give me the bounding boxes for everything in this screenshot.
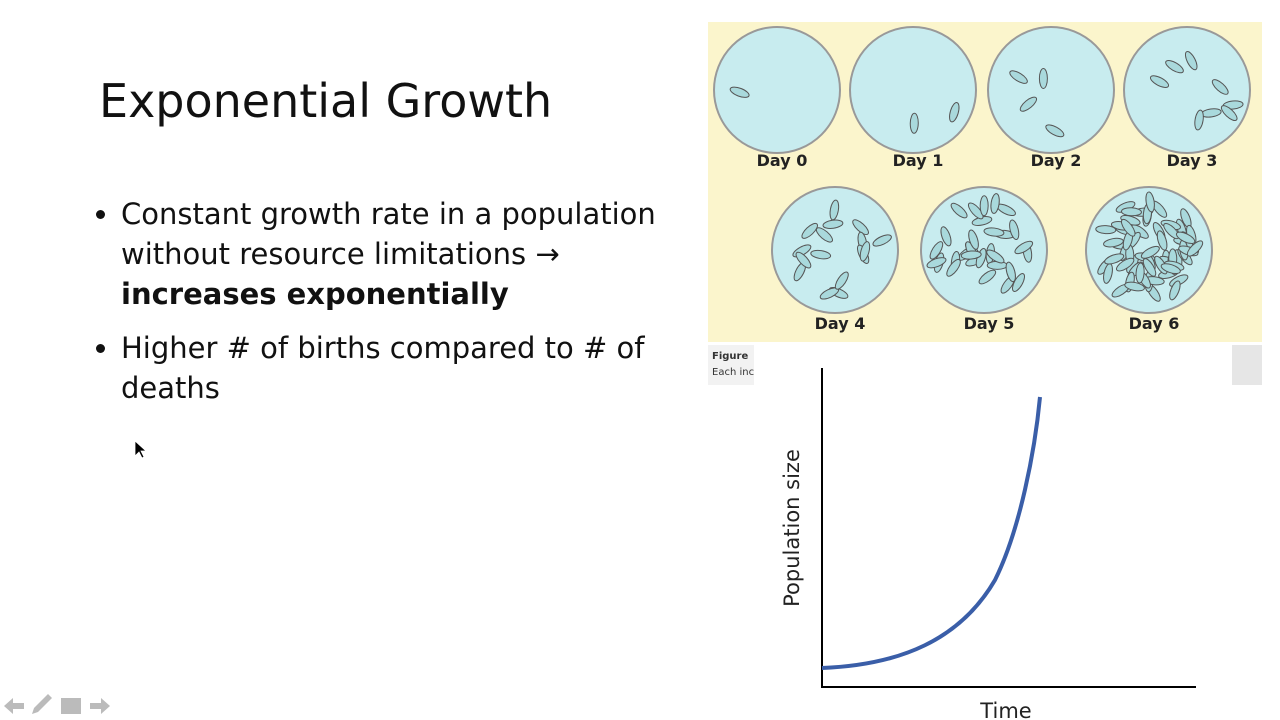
organism xyxy=(1149,75,1170,88)
pen-button[interactable] xyxy=(32,694,52,714)
organism xyxy=(801,222,818,239)
organism xyxy=(1211,79,1229,95)
organism xyxy=(986,249,1005,264)
organism xyxy=(1142,258,1157,277)
day-label: Day 3 xyxy=(1167,151,1218,170)
organism xyxy=(1103,237,1124,248)
slide-title: Exponential Growth xyxy=(99,74,553,128)
organism xyxy=(852,219,869,236)
organism xyxy=(1194,109,1204,131)
organism xyxy=(1009,70,1028,84)
organism xyxy=(1095,225,1117,235)
organism xyxy=(1120,207,1142,217)
cursor xyxy=(134,440,148,459)
organism xyxy=(1140,245,1160,259)
day-label: Day 5 xyxy=(964,314,1015,333)
organism xyxy=(1038,67,1048,89)
bullet: Higher # of births compared to # of deat… xyxy=(121,328,711,408)
day-label: Day 4 xyxy=(815,314,866,333)
bullet-bold: increases exponentially xyxy=(121,277,509,311)
scroll-box xyxy=(1232,345,1262,385)
bullet-text: Constant growth rate in a population wit… xyxy=(121,197,656,271)
organism xyxy=(810,249,832,260)
organism xyxy=(834,271,849,290)
organism xyxy=(940,226,952,247)
organism xyxy=(946,258,961,277)
organism xyxy=(929,241,944,260)
caption-text: Each inc xyxy=(712,367,754,378)
organism xyxy=(1012,273,1025,292)
bullet-list: Constant growth rate in a population wit… xyxy=(96,194,711,422)
growth-curve xyxy=(821,396,1042,670)
organism xyxy=(909,112,919,134)
organism xyxy=(950,202,968,219)
day-label: Day 1 xyxy=(893,151,944,170)
organism xyxy=(729,86,750,98)
organism xyxy=(949,102,960,123)
organism xyxy=(1160,263,1181,275)
organism xyxy=(979,195,989,217)
organism xyxy=(967,202,984,220)
organism xyxy=(872,234,892,247)
petri-dish xyxy=(1123,26,1251,154)
day-label: Day 6 xyxy=(1129,314,1180,333)
next-button[interactable] xyxy=(90,698,110,714)
day-label: Day 2 xyxy=(1031,151,1082,170)
organism xyxy=(926,257,947,269)
prev-button[interactable] xyxy=(4,698,24,714)
organism xyxy=(1175,231,1196,244)
organism xyxy=(1045,124,1065,138)
organism xyxy=(1014,240,1034,255)
organism xyxy=(1186,240,1204,257)
organism xyxy=(1116,257,1135,272)
petri-dish xyxy=(771,186,899,314)
petri-dishes: Day 0 Day 1 Day 2 Day 3 Day 4 Day 5 Day 6 xyxy=(713,26,1251,333)
organism xyxy=(1120,218,1136,237)
petri-dish xyxy=(987,26,1115,154)
organism xyxy=(795,251,812,269)
x-axis-label: Time xyxy=(979,699,1031,720)
organism xyxy=(1135,262,1145,284)
organism xyxy=(1019,96,1038,112)
organism xyxy=(859,241,871,262)
organism xyxy=(1124,281,1145,292)
slide-controls xyxy=(4,694,110,714)
organism xyxy=(822,219,844,229)
bullet-text: Higher # of births compared to # of deat… xyxy=(121,331,645,405)
petri-dish xyxy=(849,26,977,154)
organism xyxy=(1009,219,1020,241)
organism xyxy=(1104,253,1125,265)
organism xyxy=(990,193,1000,214)
organism xyxy=(1005,261,1016,283)
organism xyxy=(983,227,1005,237)
organism xyxy=(968,229,979,250)
organism xyxy=(960,250,982,260)
petri-dish xyxy=(713,26,841,154)
organism xyxy=(978,269,997,285)
organism xyxy=(1184,51,1198,71)
caption-title: Figure xyxy=(712,351,748,362)
organism xyxy=(815,227,833,243)
organism xyxy=(1156,230,1168,251)
menu-button[interactable] xyxy=(61,698,81,714)
organism xyxy=(1220,105,1238,122)
caption-box xyxy=(708,345,754,385)
organism xyxy=(1145,191,1155,213)
organism xyxy=(1165,59,1184,74)
y-axis-label: Population size xyxy=(780,449,804,607)
organism xyxy=(1169,280,1181,301)
bullet: Constant growth rate in a population wit… xyxy=(121,194,711,314)
day-label: Day 0 xyxy=(757,151,808,170)
